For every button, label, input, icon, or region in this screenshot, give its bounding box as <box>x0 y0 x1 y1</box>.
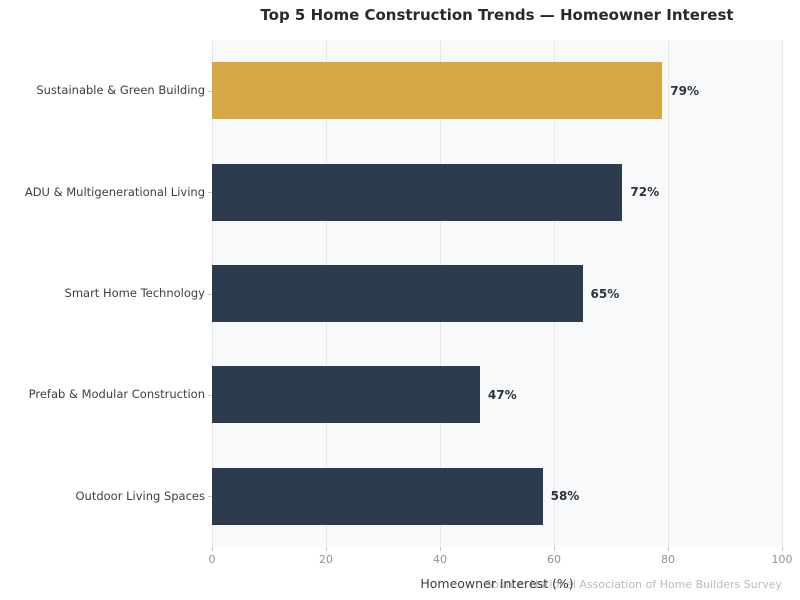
x-tick-mark <box>212 547 213 551</box>
x-tick-label: 20 <box>319 553 333 566</box>
category-label: Sustainable & Green Building <box>36 83 205 98</box>
bar <box>212 163 623 221</box>
y-tick-mark <box>208 496 212 498</box>
bar-value-label: 72% <box>630 185 660 200</box>
category-label: ADU & Multigenerational Living <box>24 184 205 199</box>
y-tick-mark <box>208 293 212 295</box>
x-tick-label: 60 <box>547 553 561 566</box>
category-label: Prefab & Modular Construction <box>28 387 205 402</box>
bar <box>212 265 583 322</box>
x-tick-mark <box>440 547 441 551</box>
x-tick-label: 40 <box>433 553 447 566</box>
x-tick-mark <box>326 547 327 551</box>
y-tick-mark <box>208 192 212 194</box>
bar-value-label: 58% <box>550 489 580 504</box>
x-tick-label: 80 <box>661 553 675 566</box>
y-tick-mark <box>208 394 212 396</box>
x-tick-mark <box>668 547 669 551</box>
x-tick-mark <box>554 547 555 551</box>
plot-area: 79% 72% 65% 47% 58% <box>211 40 783 547</box>
bar-value-label: 65% <box>590 286 620 301</box>
gridline-x-100 <box>781 40 783 547</box>
y-tick-mark <box>208 90 212 92</box>
chart-title: Top 5 Home Construction Trends — Homeown… <box>260 6 734 24</box>
bar-value-label: 79% <box>670 83 700 98</box>
bar-value-label: 47% <box>487 387 517 402</box>
gridline-x-80 <box>667 40 669 547</box>
source-note: Source: National Association of Home Bui… <box>485 578 782 591</box>
x-tick-label: 0 <box>208 553 216 566</box>
category-label: Smart Home Technology <box>64 286 205 300</box>
category-label: Outdoor Living Spaces <box>75 488 206 503</box>
bar <box>212 62 663 120</box>
x-tick-label: 100 <box>771 553 793 566</box>
bar <box>212 467 543 525</box>
bar <box>212 366 480 424</box>
x-axis-label: Homeowner Interest (%) <box>420 576 574 591</box>
x-tick-mark <box>782 547 783 551</box>
